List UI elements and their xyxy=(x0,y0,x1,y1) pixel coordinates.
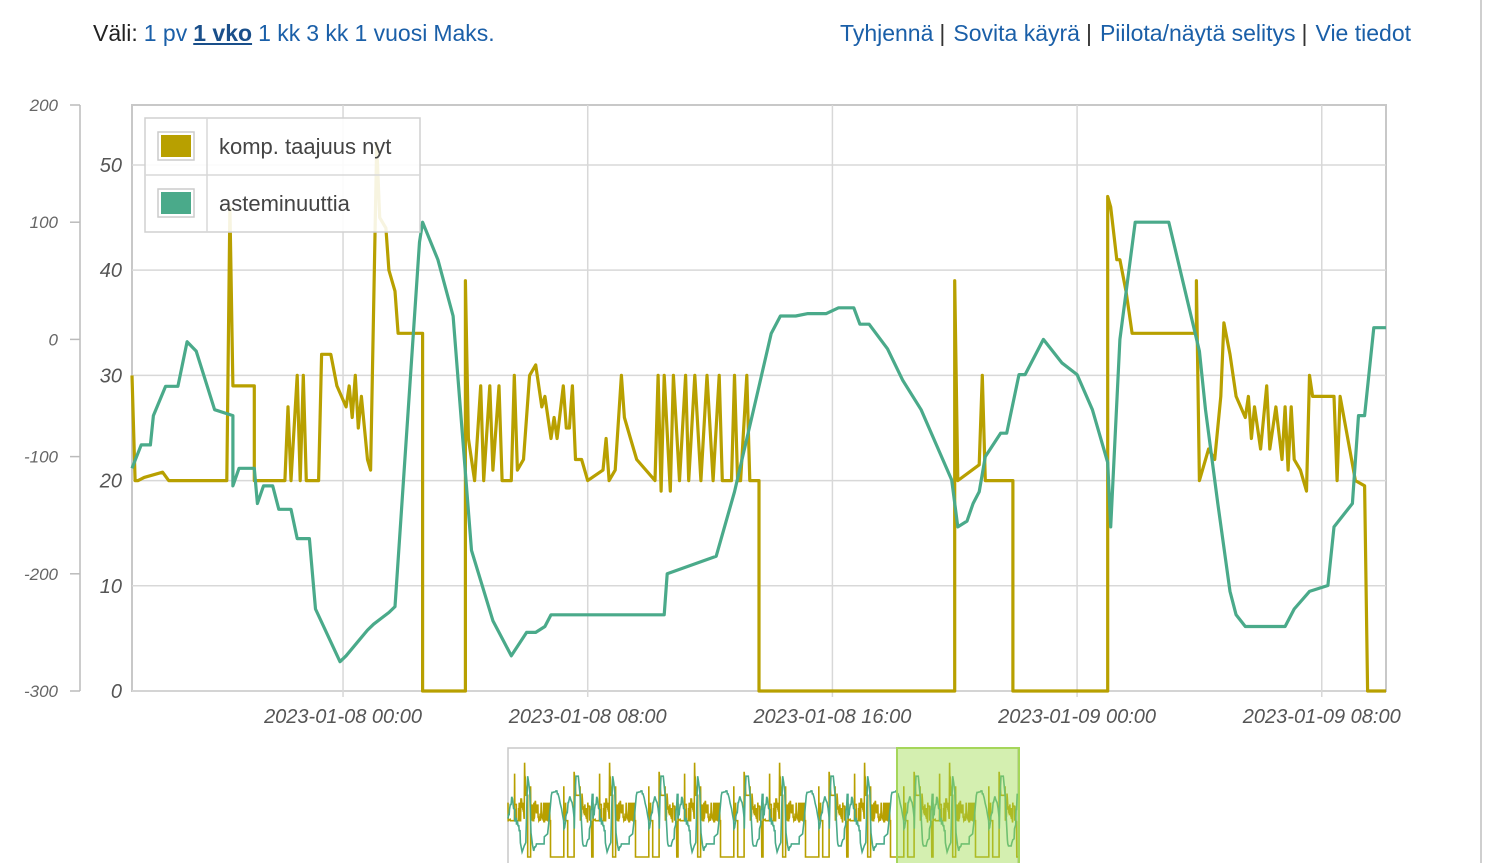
export-data-link[interactable]: Vie tiedot xyxy=(1315,20,1411,46)
inner-axis-tick-label: 30 xyxy=(100,365,122,387)
legend-swatch xyxy=(161,192,191,214)
x-axis-tick-label: 2023-01-09 08:00 xyxy=(1242,706,1401,728)
range-1-year[interactable]: 1 vuosi xyxy=(354,20,428,46)
range-1-month[interactable]: 1 kk xyxy=(258,20,301,46)
navigator-selection xyxy=(896,747,1020,863)
legend-label: asteminuuttia xyxy=(219,191,351,216)
toolbar: Väli: 1 pv 1 vko 1 kk 3 kk 1 vuosi Maks. Tyhje… xyxy=(0,20,1504,52)
range-prefix: Väli: xyxy=(93,20,138,46)
chart-lines xyxy=(130,142,1386,693)
range-1-week[interactable]: 1 vko xyxy=(193,20,253,46)
toggle-legend-link[interactable]: Piilota/näytä selitys xyxy=(1099,20,1296,46)
legend-label: komp. taajuus nyt xyxy=(219,134,391,159)
left-axis-tick-label: 0 xyxy=(49,330,59,349)
left-axis-tick-label: 200 xyxy=(29,96,59,115)
chart-actions: Tyhjennä | Sovita käyrä | Piilota/näytä seli… xyxy=(840,20,1411,46)
inner-axis-tick-label: 40 xyxy=(100,260,122,282)
x-axis-tick-label: 2023-01-09 00:00 xyxy=(997,706,1156,728)
x-axis-tick-label: 2023-01-08 08:00 xyxy=(508,706,667,728)
page-divider xyxy=(1480,0,1482,863)
left-axis-tick-label: -100 xyxy=(24,448,59,467)
legend-swatch xyxy=(161,135,191,157)
chart-axes: 2001000-100-200-300504030201002023-01-08… xyxy=(24,96,1401,728)
navigator-series-line xyxy=(507,775,1018,856)
range-selector: Väli: 1 pv 1 vko 1 kk 3 kk 1 vuosi Maks. xyxy=(93,20,495,47)
range-navigator[interactable] xyxy=(507,747,1020,863)
x-axis-tick-label: 2023-01-08 16:00 xyxy=(752,706,911,728)
left-axis-tick-label: -200 xyxy=(24,565,59,584)
left-axis-tick-label: -300 xyxy=(24,682,59,701)
inner-axis-tick-label: 50 xyxy=(100,155,122,177)
fit-curve-link[interactable]: Sovita käyrä xyxy=(953,20,1080,46)
x-axis-tick-label: 2023-01-08 00:00 xyxy=(263,706,422,728)
inner-axis-tick-label: 10 xyxy=(100,576,122,598)
chart-legend[interactable]: komp. taajuus nyt asteminuuttia xyxy=(144,117,421,233)
inner-axis-tick-label: 0 xyxy=(111,681,122,703)
range-max[interactable]: Maks. xyxy=(433,20,495,46)
left-axis-tick-label: 100 xyxy=(30,213,59,232)
series-line-degree-minutes xyxy=(130,220,1386,664)
series-line-compressor-frequency xyxy=(130,142,1386,693)
inner-axis-tick-label: 20 xyxy=(99,471,122,493)
range-3-months[interactable]: 3 kk xyxy=(306,20,349,46)
clear-link[interactable]: Tyhjennä xyxy=(840,20,934,46)
range-1-day[interactable]: 1 pv xyxy=(143,20,188,46)
